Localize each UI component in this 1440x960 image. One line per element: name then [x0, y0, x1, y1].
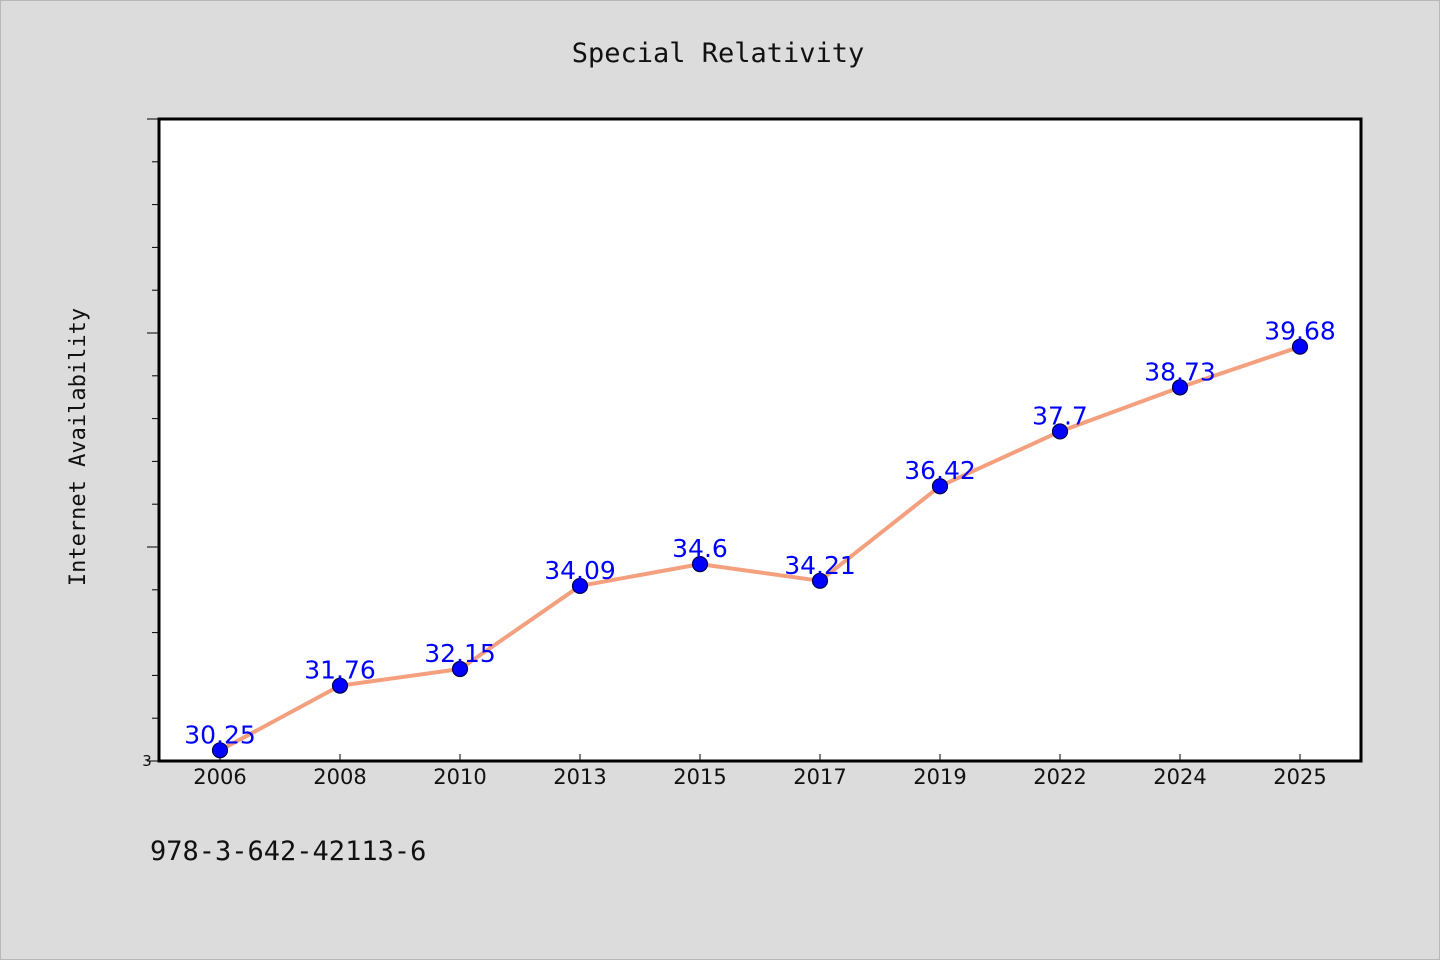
- data-label: 31.76: [304, 656, 376, 685]
- data-point: [1171, 379, 1189, 396]
- x-tick-label: 2025: [1273, 765, 1326, 789]
- x-tick-label: 2019: [913, 765, 966, 789]
- data-point: [451, 660, 469, 678]
- data-label: 37.7: [1032, 401, 1088, 430]
- data-label: 36.42: [904, 456, 976, 485]
- data-point: [931, 478, 949, 495]
- data-point: [1051, 423, 1069, 440]
- data-point: [331, 677, 349, 694]
- chart-title: Special Relativity: [572, 38, 865, 69]
- data-point: [211, 742, 229, 759]
- plot-area: [157, 117, 1363, 763]
- x-axis-tick-labels: 2006 2008 2010 2013 2015 2017 2019 2022 2024 2025: [193, 765, 1326, 789]
- data-label: 39.68: [1264, 317, 1336, 346]
- data-labels: 30.25 31.76 32.15 34.09 34.6 34.21 36.42 37.7 38…: [184, 317, 1336, 750]
- x-tick-label: 2013: [553, 765, 606, 789]
- data-label: 32.15: [424, 639, 496, 668]
- x-tick-label: 2008: [313, 765, 366, 789]
- y-axis-ticks: [147, 118, 159, 762]
- data-label: 34.21: [784, 551, 856, 580]
- x-tick-label: 2010: [433, 765, 486, 789]
- series-line: [218, 344, 1302, 753]
- x-tick-label: 2015: [673, 765, 726, 789]
- data-point: [571, 577, 589, 595]
- data-label: 34.09: [544, 556, 616, 585]
- x-tick-label: 2006: [193, 765, 246, 789]
- data-label: 38.73: [1144, 357, 1216, 386]
- data-label: 34.6: [672, 534, 728, 563]
- y-axis-label: Internet Availability: [66, 308, 91, 586]
- data-label: 30.25: [184, 720, 256, 749]
- data-point: [691, 556, 709, 573]
- x-tick-label: 2024: [1153, 765, 1206, 789]
- x-tick-label: 2017: [793, 765, 846, 789]
- data-point: [1291, 338, 1309, 355]
- x-tick-label: 2022: [1033, 765, 1086, 789]
- series-markers: [211, 338, 1309, 759]
- isbn-text: 978-3-642-42113-6: [150, 836, 427, 867]
- data-point: [811, 572, 829, 589]
